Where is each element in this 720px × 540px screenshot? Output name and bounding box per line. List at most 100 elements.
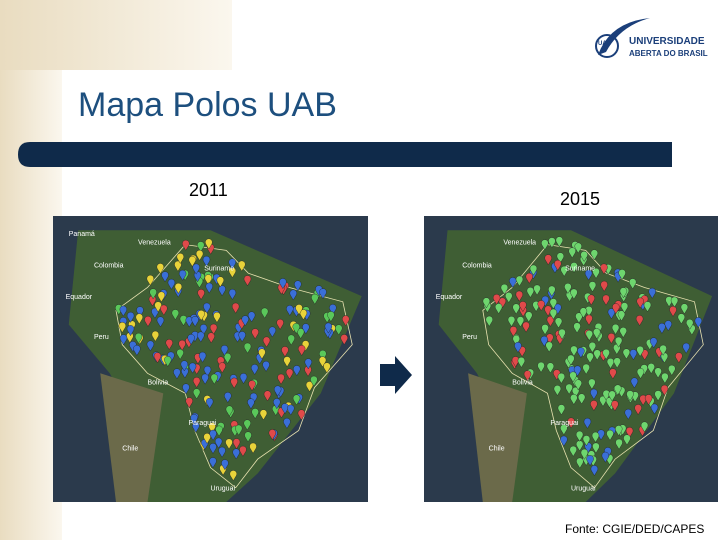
pin [560,265,568,277]
pin [593,328,601,340]
pin [522,321,530,333]
pin [135,313,143,325]
pin [525,272,533,284]
pin [319,349,327,361]
pin [203,365,212,377]
pin [613,357,621,369]
pin [600,263,608,275]
pin [251,364,259,375]
pin [213,311,221,323]
pin [590,465,599,477]
pin [591,431,600,443]
pin [574,379,582,391]
pin [571,386,580,398]
pin [220,345,229,356]
pin [564,282,572,294]
pin [507,316,516,327]
pin [594,322,603,334]
pin [203,433,211,444]
pin [514,341,522,353]
pin [190,414,198,425]
pin [146,274,154,286]
pin [182,239,190,251]
pin [648,287,656,299]
pin [218,362,226,374]
pin [584,269,593,281]
pin [580,251,588,262]
pin [614,384,622,396]
pin [274,385,282,397]
pin [311,293,319,305]
pin [569,445,577,457]
pin [305,381,314,393]
pin [482,297,491,309]
pin [202,255,211,267]
pin [636,297,644,309]
pin [611,323,620,335]
pin [519,301,527,313]
pin [146,340,155,352]
pin [136,306,144,318]
pin [261,307,269,319]
pin [318,356,327,368]
logo-line2: ABERTA DO BRASIL [629,49,708,58]
pin [612,303,620,315]
map-label: Chile [122,446,138,453]
pin [225,438,233,450]
pin [180,360,188,372]
pin [340,334,348,346]
pin [203,302,211,314]
pin [119,305,127,317]
pin [573,365,582,377]
pin [608,390,616,402]
pin [229,470,237,482]
map-label: Chile [489,446,505,453]
logo-line1: UNIVERSIDADE [629,36,705,47]
pin [191,316,199,327]
pin [244,431,252,443]
pin [509,326,518,338]
pin [525,311,533,323]
pin [582,435,591,447]
pin [126,311,135,323]
pin [623,434,631,446]
pin [262,336,271,348]
pin [686,318,694,330]
pin [557,404,566,416]
pin [548,237,556,249]
pin [505,292,513,303]
pin [570,345,578,357]
pin [517,356,526,368]
pin [149,288,157,300]
map-label: Equador [436,294,463,301]
map-label: Bolivia [512,380,533,387]
pin [509,277,517,289]
pin [537,300,545,312]
pin [209,443,217,454]
pin [195,249,204,261]
pin [258,348,266,360]
pin [588,281,597,293]
pin [592,442,600,454]
map-label: Venezuela [138,240,171,247]
pin [614,336,623,348]
pin [586,352,594,364]
pin [204,274,212,286]
pin [327,311,335,323]
map-label: Peru [462,334,477,341]
pin [526,287,535,298]
map-label: Paraguai [550,420,578,427]
pin [640,421,649,433]
pin [165,339,173,350]
pin [560,435,568,447]
pin [500,283,509,295]
pin [554,317,563,329]
pin [585,330,593,341]
pin [324,322,333,334]
pin [576,457,584,469]
pin [192,388,201,400]
pin [164,356,172,367]
pin [625,427,634,438]
title: Mapa Polos UAB [78,86,337,124]
pin [624,408,632,420]
